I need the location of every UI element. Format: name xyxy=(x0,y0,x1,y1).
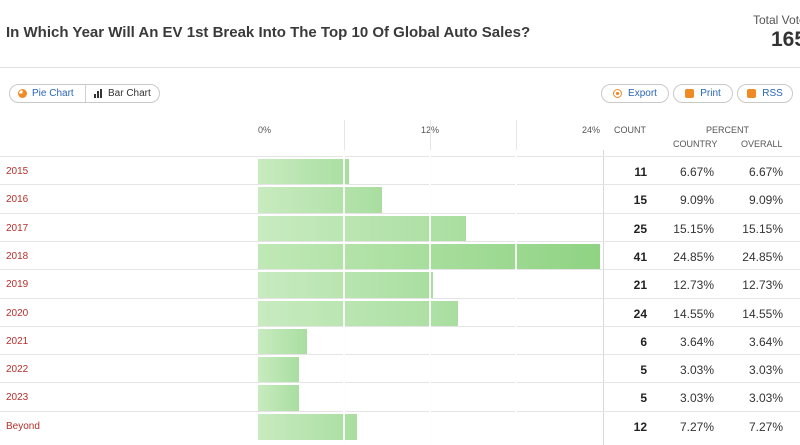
chart-type-toggle: Pie Chart Bar Chart xyxy=(9,84,160,103)
row-overall-percent: 3.03% xyxy=(748,363,783,378)
export-label: Export xyxy=(628,88,657,99)
row-overall-percent: 14.55% xyxy=(742,306,783,321)
row-year-label[interactable]: 2023 xyxy=(6,392,29,404)
row-country-percent: 24.85% xyxy=(673,249,714,264)
result-bar xyxy=(258,272,434,299)
result-bar xyxy=(258,159,351,185)
rss-label: RSS xyxy=(762,88,783,99)
result-bar xyxy=(258,215,468,242)
table-row: 2017 25 15.15% 15.15% xyxy=(0,212,800,242)
row-count: 41 xyxy=(633,249,647,264)
bar-chart-icon xyxy=(94,89,103,98)
rss-button[interactable]: RSS xyxy=(737,84,793,103)
axis-tick-0: 0% xyxy=(258,125,272,135)
row-year-label[interactable]: 2022 xyxy=(6,364,29,376)
table-row: 2022 5 3.03% 3.03% xyxy=(0,354,800,384)
result-bar xyxy=(258,357,300,384)
row-country-percent: 7.27% xyxy=(679,419,714,434)
row-count: 21 xyxy=(633,278,647,293)
country-column-header: COUNTRY xyxy=(673,139,718,149)
row-year-label[interactable]: 2017 xyxy=(6,222,29,234)
row-country-percent: 9.09% xyxy=(679,193,714,208)
poll-title: In Which Year Will An EV 1st Break Into … xyxy=(6,24,531,41)
row-year-label[interactable]: 2019 xyxy=(6,279,29,291)
row-country-percent: 3.03% xyxy=(679,391,714,406)
overall-column-header: OVERALL xyxy=(741,139,783,149)
row-overall-percent: 9.09% xyxy=(748,193,783,208)
table-row: 2016 15 9.09% 9.09% xyxy=(0,184,800,214)
table-row: 2023 5 3.03% 3.03% xyxy=(0,382,800,412)
table-row: 2015 11 6.67% 6.67% xyxy=(0,156,800,185)
pie-chart-button[interactable]: Pie Chart xyxy=(10,85,86,102)
row-count: 5 xyxy=(640,363,647,378)
row-count: 24 xyxy=(633,306,647,321)
print-label: Print xyxy=(700,88,721,99)
row-overall-percent: 24.85% xyxy=(742,249,783,264)
row-country-percent: 15.15% xyxy=(673,221,714,236)
row-count: 6 xyxy=(640,334,647,349)
result-bar xyxy=(258,243,601,270)
row-year-label[interactable]: 2016 xyxy=(6,194,29,206)
row-overall-percent: 15.15% xyxy=(742,221,783,236)
print-icon xyxy=(685,89,695,98)
axis-tick-24: 24% xyxy=(582,125,601,135)
row-overall-percent: 6.67% xyxy=(748,165,783,179)
table-row: 2018 41 24.85% 24.85% xyxy=(0,240,800,270)
row-overall-percent: 3.03% xyxy=(748,391,783,406)
table-row: 2019 21 12.73% 12.73% xyxy=(0,269,800,299)
rss-icon xyxy=(747,89,757,98)
result-bar xyxy=(258,385,300,412)
result-bar xyxy=(258,328,309,355)
pie-chart-label: Pie Chart xyxy=(32,88,74,99)
row-count: 5 xyxy=(640,391,647,406)
percent-column-header: PERCENT xyxy=(706,125,750,135)
row-overall-percent: 3.64% xyxy=(748,334,783,349)
table-row: 2020 24 14.55% 14.55% xyxy=(0,297,800,327)
print-button[interactable]: Print xyxy=(673,84,733,103)
row-country-percent: 6.67% xyxy=(679,165,714,179)
row-country-percent: 3.03% xyxy=(679,363,714,378)
table-row: 2021 6 3.64% 3.64% xyxy=(0,325,800,355)
export-icon xyxy=(613,89,623,98)
result-bar xyxy=(258,300,459,327)
row-overall-percent: 7.27% xyxy=(748,419,783,434)
row-year-label[interactable]: 2018 xyxy=(6,250,29,262)
total-votes-value: 165 xyxy=(771,28,800,51)
export-button[interactable]: Export xyxy=(601,84,669,103)
row-year-label[interactable]: Beyond xyxy=(6,420,40,432)
poll-header: In Which Year Will An EV 1st Break Into … xyxy=(0,0,800,68)
bar-chart-label: Bar Chart xyxy=(108,88,151,99)
result-bar xyxy=(258,413,359,440)
row-country-percent: 14.55% xyxy=(673,306,714,321)
result-bar xyxy=(258,187,384,214)
row-overall-percent: 12.73% xyxy=(742,278,783,293)
row-count: 12 xyxy=(633,419,647,434)
row-year-label[interactable]: 2021 xyxy=(6,335,29,347)
table-row: Beyond 12 7.27% 7.27% xyxy=(0,410,800,440)
bar-chart-button[interactable]: Bar Chart xyxy=(86,85,151,102)
row-year-label[interactable]: 2020 xyxy=(6,307,29,319)
pie-chart-icon xyxy=(18,89,27,98)
row-year-label[interactable]: 2015 xyxy=(6,166,29,177)
count-column-header: COUNT xyxy=(614,125,646,135)
row-count: 15 xyxy=(633,193,647,208)
row-country-percent: 12.73% xyxy=(673,278,714,293)
row-country-percent: 3.64% xyxy=(679,334,714,349)
row-count: 11 xyxy=(634,165,647,179)
total-votes-label: Total Votes xyxy=(753,13,800,27)
row-count: 25 xyxy=(633,221,647,236)
